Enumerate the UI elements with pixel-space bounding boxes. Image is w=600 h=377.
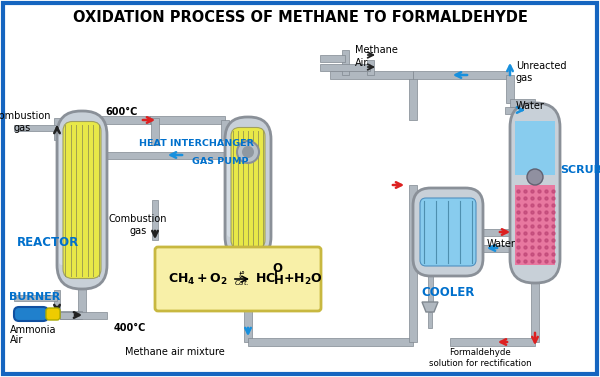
- Text: Air: Air: [10, 335, 23, 345]
- FancyBboxPatch shape: [46, 308, 60, 320]
- FancyBboxPatch shape: [14, 307, 48, 321]
- Text: $\mathbf{O}$: $\mathbf{O}$: [272, 262, 284, 276]
- Bar: [151, 118, 159, 145]
- Text: Formaldehyde
solution for rectification: Formaldehyde solution for rectification: [428, 348, 532, 368]
- Bar: [244, 258, 252, 342]
- Bar: [107, 152, 225, 158]
- Text: $t°$: $t°$: [238, 268, 246, 279]
- FancyBboxPatch shape: [227, 139, 239, 237]
- Text: HEAT INTERCHANGER: HEAT INTERCHANGER: [139, 139, 253, 149]
- Bar: [483, 245, 510, 251]
- Text: Methane: Methane: [355, 45, 398, 55]
- Text: OXIDATION PROCESS OF METHANE TO FORMALDEHYDE: OXIDATION PROCESS OF METHANE TO FORMALDE…: [73, 11, 527, 26]
- Bar: [515, 121, 555, 175]
- Text: REACTOR: REACTOR: [17, 236, 79, 248]
- Bar: [60, 311, 82, 319]
- Text: Combustion
gas: Combustion gas: [109, 214, 167, 236]
- Bar: [78, 288, 86, 315]
- Bar: [78, 110, 86, 120]
- Bar: [409, 185, 417, 342]
- Text: 600°C: 600°C: [106, 107, 138, 117]
- Text: Ammonia: Ammonia: [10, 325, 56, 335]
- Bar: [510, 99, 535, 107]
- Text: $Cat.$: $Cat.$: [235, 277, 250, 287]
- Bar: [428, 312, 432, 328]
- Text: $\mathbf{+ H_2O}$: $\mathbf{+ H_2O}$: [283, 271, 323, 287]
- Bar: [245, 163, 251, 175]
- Bar: [505, 106, 535, 113]
- Text: $\mathbf{CH_4 + O_2}$: $\mathbf{CH_4 + O_2}$: [168, 271, 228, 287]
- FancyBboxPatch shape: [63, 121, 101, 279]
- Text: SCRUBBER: SCRUBBER: [560, 165, 600, 175]
- Bar: [82, 116, 150, 124]
- Text: Unreacted
gas: Unreacted gas: [516, 61, 566, 83]
- FancyBboxPatch shape: [155, 247, 321, 311]
- Bar: [221, 120, 229, 140]
- FancyBboxPatch shape: [420, 198, 476, 266]
- Bar: [14, 125, 57, 131]
- Text: COOLER: COOLER: [421, 285, 475, 299]
- FancyBboxPatch shape: [510, 103, 560, 283]
- Circle shape: [527, 169, 543, 185]
- Text: Methane air mixture: Methane air mixture: [125, 347, 225, 357]
- Circle shape: [237, 141, 259, 163]
- Bar: [450, 338, 535, 346]
- Bar: [54, 290, 60, 315]
- Circle shape: [242, 146, 254, 158]
- Text: BURNER: BURNER: [10, 292, 61, 302]
- Bar: [483, 228, 510, 236]
- Bar: [531, 280, 539, 342]
- FancyBboxPatch shape: [231, 127, 265, 248]
- Bar: [341, 50, 349, 75]
- Bar: [54, 118, 60, 140]
- Bar: [427, 276, 433, 305]
- Bar: [152, 200, 158, 240]
- Bar: [409, 75, 417, 120]
- Bar: [320, 55, 345, 61]
- Text: $\mathbf{HC}$: $\mathbf{HC}$: [254, 273, 275, 285]
- Bar: [515, 185, 555, 265]
- FancyBboxPatch shape: [59, 135, 71, 265]
- Bar: [248, 338, 413, 346]
- Text: GAS PUMP: GAS PUMP: [192, 158, 248, 167]
- Bar: [330, 71, 413, 79]
- Text: Water: Water: [516, 101, 545, 111]
- Text: $\mathbf{H}$: $\mathbf{H}$: [272, 274, 283, 288]
- Bar: [150, 116, 225, 124]
- Bar: [14, 295, 57, 301]
- Bar: [367, 60, 373, 75]
- Polygon shape: [422, 302, 438, 312]
- Text: Air: Air: [355, 58, 368, 68]
- Text: Water: Water: [487, 239, 516, 249]
- Bar: [60, 311, 107, 319]
- FancyBboxPatch shape: [413, 188, 483, 276]
- Bar: [413, 71, 510, 79]
- Bar: [506, 75, 514, 103]
- Bar: [320, 63, 370, 70]
- Text: 400°C: 400°C: [114, 323, 146, 333]
- FancyBboxPatch shape: [57, 111, 107, 289]
- Text: Combustion
gas: Combustion gas: [0, 111, 51, 133]
- FancyBboxPatch shape: [225, 117, 271, 259]
